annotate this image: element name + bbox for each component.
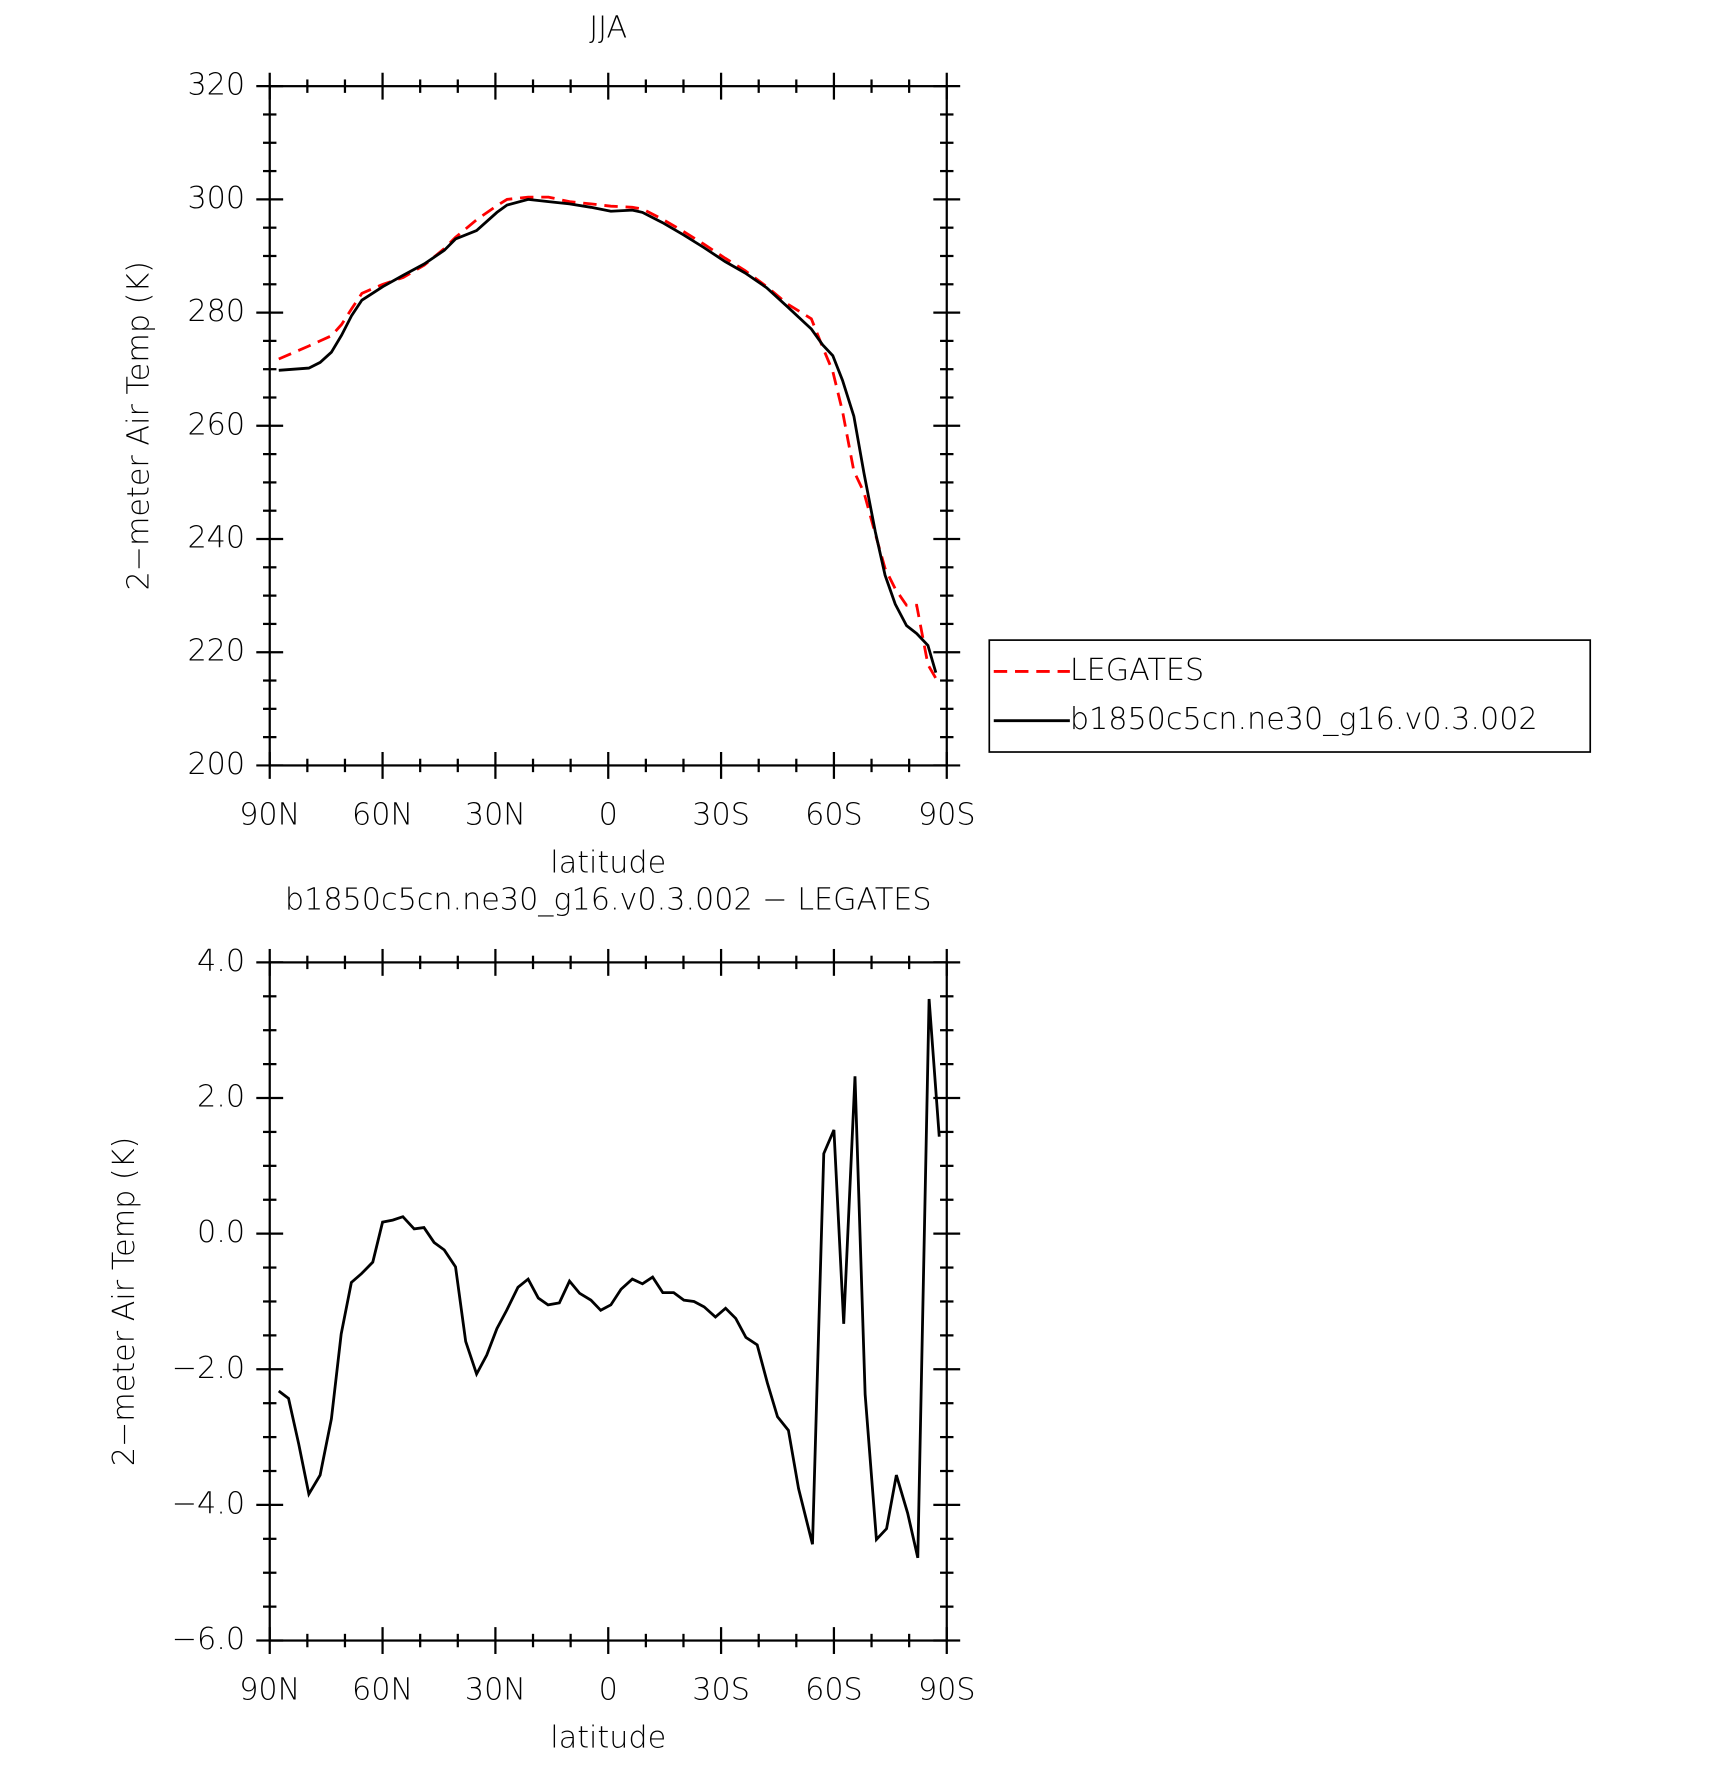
x-tick-label: 60S	[805, 1672, 863, 1707]
y-tick-label: 0.0	[197, 1215, 245, 1250]
x-tick-label: 90N	[239, 1672, 300, 1707]
x-tick-label: 90S	[918, 797, 976, 832]
x-tick-label: 60N	[352, 797, 413, 832]
chart-title: b1850c5cn.ne30_g16.v0.3.002 − LEGATES	[285, 882, 932, 917]
x-tick-label: 60S	[805, 797, 863, 832]
x-tick-label: 30N	[465, 797, 526, 832]
legend-label: LEGATES	[1070, 653, 1204, 688]
y-tick-label: 2.0	[197, 1080, 245, 1115]
x-tick-label: 0	[599, 1672, 618, 1707]
x-tick-label: 30N	[465, 1672, 526, 1707]
y-axis-label: 2−meter Air Temp (K)	[107, 1137, 142, 1467]
x-tick-label: 0	[599, 797, 618, 832]
y-tick-label: −4.0	[172, 1486, 245, 1521]
x-axis-label: latitude	[550, 1721, 666, 1756]
y-tick-label: 4.0	[197, 944, 245, 979]
legend-box	[988, 639, 1592, 753]
y-tick-label: −6.0	[172, 1622, 245, 1657]
y-tick-label: −2.0	[172, 1351, 245, 1386]
x-tick-label: 30S	[692, 1672, 750, 1707]
data-line	[278, 197, 938, 673]
y-tick-label: 300	[187, 181, 245, 216]
chart-title: JJA	[589, 11, 627, 46]
x-tick-label: 90S	[918, 1672, 976, 1707]
x-tick-label: 60N	[352, 1672, 413, 1707]
legend-label: b1850c5cn.ne30_g16.v0.3.002	[1070, 702, 1538, 737]
x-tick-label: 90N	[239, 797, 300, 832]
y-tick-label: 240	[187, 521, 245, 556]
x-tick-label: 30S	[692, 797, 750, 832]
y-tick-label: 280	[187, 294, 245, 329]
y-tick-label: 260	[187, 407, 245, 442]
y-axis-label: 2−meter Air Temp (K)	[121, 261, 156, 591]
data-line	[278, 195, 938, 679]
y-tick-label: 320	[187, 68, 245, 103]
y-tick-label: 200	[187, 747, 245, 782]
y-tick-label: 220	[187, 634, 245, 669]
x-axis-label: latitude	[550, 845, 666, 880]
data-line	[277, 998, 941, 1559]
